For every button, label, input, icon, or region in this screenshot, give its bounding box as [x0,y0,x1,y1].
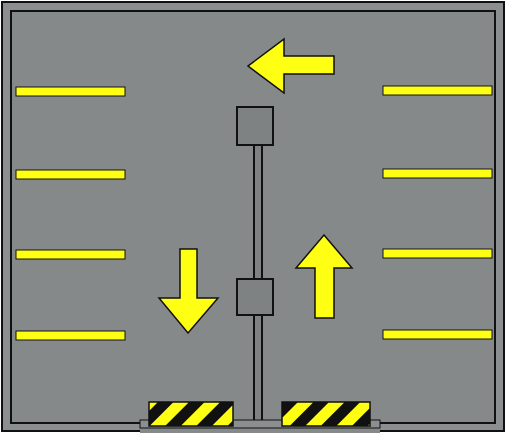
arrow-left-icon [246,37,335,95]
parking-stripe-right-2 [382,168,493,179]
parking-stripe-left-1 [15,86,126,97]
parking-stripe-right-3 [382,248,493,259]
right-parking-stripes [382,85,493,340]
entrance-sill [139,419,381,429]
parking-stripe-left-4 [15,330,126,341]
hazard-gate-right [281,401,371,427]
parking-stripe-left-2 [15,169,126,180]
parking-stripe-right-1 [382,85,493,96]
parking-stripe-right-4 [382,329,493,340]
divider-post-middle [236,278,274,316]
arrow-down-icon [157,248,220,335]
hazard-gate-left [148,401,234,427]
parking-stripe-left-3 [15,249,126,260]
divider-post-top [236,106,274,146]
left-parking-stripes [15,86,126,341]
arrow-up-icon [294,233,354,319]
